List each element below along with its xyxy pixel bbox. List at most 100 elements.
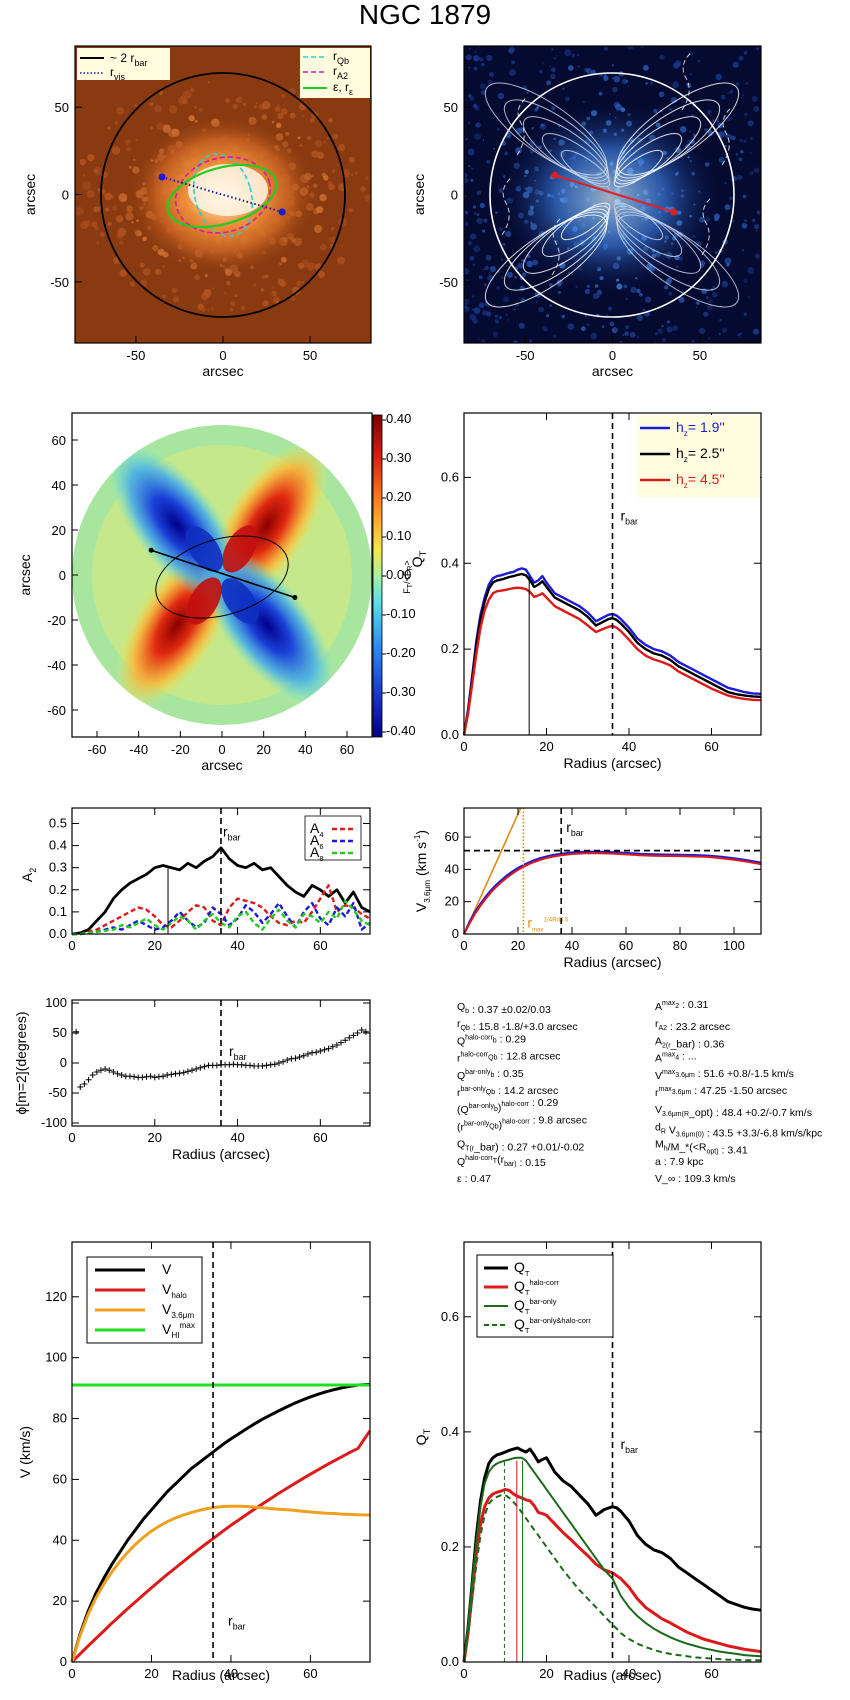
- emission-blob: [114, 121, 118, 125]
- legend: hz= 1.9'' hz= 2.5'' hz= 4.5'': [637, 415, 760, 498]
- noise-blob: [529, 339, 533, 343]
- noise-blob: [469, 96, 474, 101]
- phase-point: [288, 1055, 295, 1062]
- y-tick-label: -20: [47, 613, 66, 628]
- colorbar-tick-label: -0.20: [386, 645, 416, 660]
- phase-point: [346, 1034, 353, 1041]
- param-left: rbar-onlyQb : 14.2 arcsec: [457, 1085, 558, 1099]
- x-tick-label: 20: [256, 742, 270, 757]
- emission-blob: [364, 176, 369, 181]
- noise-blob: [518, 322, 525, 329]
- emission-blob: [111, 205, 118, 211]
- noise-blob: [752, 328, 760, 335]
- x-axis-label: Radius (arcsec): [563, 755, 661, 771]
- emission-blob: [171, 287, 177, 294]
- x-tick-label: 80: [673, 938, 687, 953]
- emission-blob: [134, 104, 137, 107]
- noise-blob: [542, 63, 545, 65]
- noise-blob: [469, 47, 471, 50]
- noise-blob: [598, 295, 601, 298]
- emission-blob: [316, 206, 324, 214]
- x-tick-label: 0: [68, 1130, 75, 1145]
- noise-blob: [538, 306, 544, 313]
- emission-blob: [207, 81, 210, 84]
- param-left: ε : 0.47: [457, 1173, 491, 1185]
- noise-blob: [715, 73, 723, 81]
- noise-blob: [658, 91, 665, 98]
- bar-line: [158, 173, 286, 216]
- noise-blob: [699, 60, 701, 62]
- noise-blob: [473, 212, 477, 215]
- phase-point: [110, 1069, 117, 1075]
- emission-blob: [155, 268, 162, 275]
- noise-blob: [659, 54, 665, 60]
- emission-blob: [210, 307, 214, 311]
- noise-blob: [484, 301, 490, 307]
- legend-label: V3.6μm: [162, 1301, 194, 1320]
- noise-blob: [738, 55, 744, 61]
- phase-point: [126, 1073, 133, 1080]
- contour-line: [616, 211, 721, 291]
- noise-blob: [473, 55, 480, 62]
- rmax-label: rmax1/4Rd3.5: [527, 915, 569, 934]
- emission-blob: [104, 192, 112, 201]
- emission-blob: [119, 240, 124, 246]
- x-axis-label: Radius (arcsec): [563, 954, 661, 970]
- noise-blob: [721, 280, 729, 288]
- y-tick-label: 0: [451, 188, 458, 203]
- emission-blob: [197, 303, 204, 310]
- noise-blob: [501, 276, 504, 280]
- y-tick-label: -40: [47, 658, 66, 673]
- noise-blob: [559, 291, 562, 294]
- noise-blob: [747, 267, 755, 274]
- bar-axis: [150, 549, 296, 599]
- y-tick-label: 0.6: [441, 1309, 459, 1324]
- noise-blob: [738, 157, 743, 162]
- y-tick-label: 50: [444, 100, 458, 115]
- noise-blob: [732, 220, 735, 223]
- noise-blob: [695, 305, 698, 308]
- panel-velocity-decomposition: rbar 0 20 40 60 0 20 40 60 80 100 120 Radius (arcsec…: [17, 1241, 372, 1683]
- emission-blob: [301, 281, 305, 284]
- noise-blob: [650, 82, 653, 85]
- x-tick-label: 0: [460, 739, 467, 754]
- legend-label: hz= 1.9'': [676, 419, 725, 438]
- y-axis-label: V (km/s): [17, 1426, 33, 1478]
- axes: -50 0 50 -50 0 50 arcsec arcsec: [22, 100, 317, 379]
- y-tick-label: 0.0: [441, 1654, 459, 1669]
- noise-blob: [494, 314, 499, 319]
- phase-point: [296, 1054, 303, 1060]
- param-left: (Qbar-onlyb)halo-corr : 0.29: [457, 1097, 558, 1116]
- noise-blob: [507, 318, 510, 321]
- noise-blob: [484, 283, 487, 287]
- emission-blob: [109, 194, 114, 199]
- y-tick-label: 0.0: [441, 727, 459, 742]
- phase-point: [151, 1074, 158, 1081]
- y-tick-label: 100: [45, 995, 67, 1010]
- emission-blob: [316, 151, 325, 159]
- x-tick-label: 40: [230, 1130, 244, 1145]
- legend-label: QThalo-corr: [514, 1278, 559, 1297]
- phase-point: [106, 1067, 113, 1074]
- noise-blob: [654, 332, 659, 336]
- noise-blob: [497, 92, 505, 100]
- noise-blob: [551, 67, 556, 73]
- phase-point: [139, 1074, 146, 1081]
- emission-blob: [280, 108, 288, 115]
- noise-blob: [464, 210, 469, 215]
- noise-blob: [739, 332, 743, 335]
- noise-blob: [551, 106, 556, 111]
- contour-line: [522, 116, 609, 182]
- noise-blob: [756, 210, 761, 215]
- emission-blob: [178, 96, 186, 105]
- noise-blob: [707, 304, 713, 311]
- noise-blob: [546, 314, 550, 318]
- phase-point: [309, 1049, 316, 1056]
- emission-blob: [319, 193, 327, 202]
- epsilon-ellipse: [166, 163, 278, 229]
- noise-blob: [482, 139, 485, 141]
- noise-blob: [613, 75, 621, 83]
- emission-blob: [225, 97, 231, 103]
- noise-blob: [479, 57, 484, 62]
- noise-blob: [470, 178, 474, 182]
